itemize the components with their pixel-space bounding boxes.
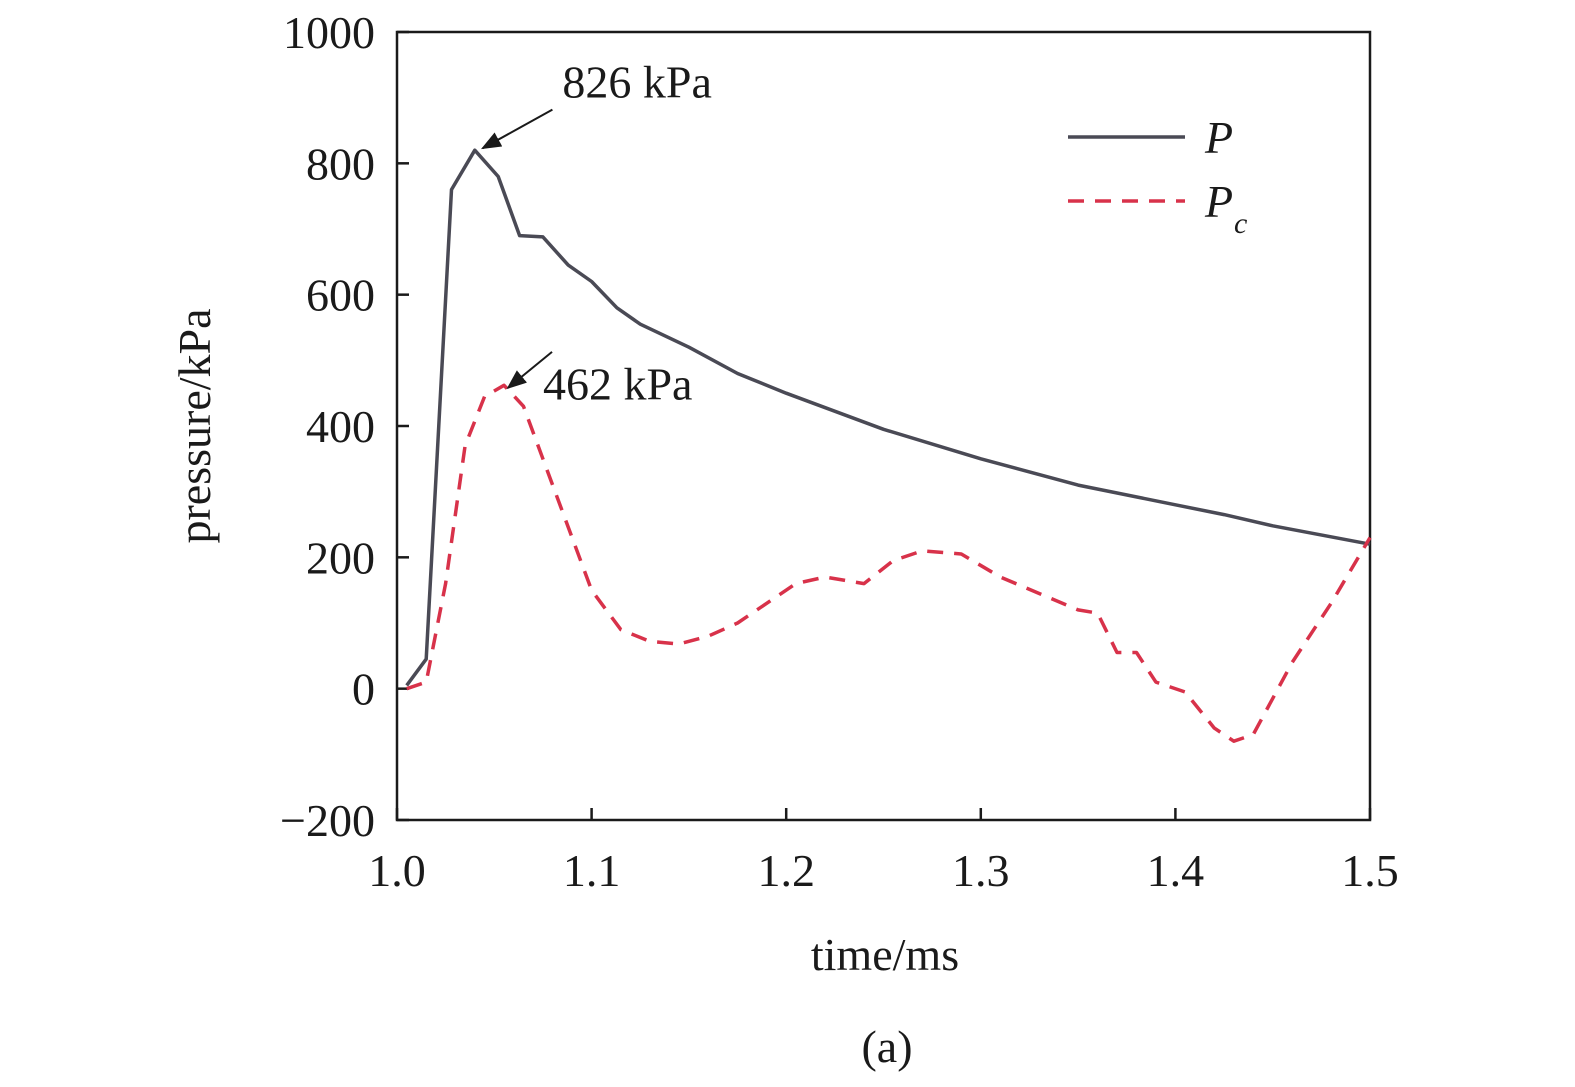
y-axis: −200 0 200 400 600 800 1000 [280,7,409,846]
y-tick-label: 200 [306,532,375,583]
y-axis-title: pressure/kPa [169,308,220,543]
legend-label-pc: P [1204,176,1233,227]
annotation-arrow [480,108,553,150]
x-tick-label: 1.3 [952,845,1010,896]
x-axis-title: time/ms [811,929,959,980]
y-tick-label: 800 [306,138,375,189]
x-tick-label: 1.4 [1147,845,1205,896]
x-tick-label: 1.2 [757,845,815,896]
legend: PP c [1068,112,1247,240]
annotations: 826 kPa 462 kPa [480,57,712,410]
x-tick-label: 1.0 [368,845,426,896]
y-tick-label: 0 [352,664,375,715]
x-tick-label: 1.5 [1341,845,1399,896]
series-line-p [405,148,1371,687]
annotation-arrow [506,351,553,390]
legend-subscript: c [1234,207,1247,240]
series-layer [405,148,1372,743]
y-tick-label: 600 [306,270,375,321]
annotation-label: 826 kPa [562,57,712,108]
x-axis: 1.0 1.1 1.2 1.3 1.4 1.5 [368,808,1399,896]
y-tick-label: 1000 [283,7,375,58]
annotation-label: 462 kPa [543,359,693,410]
y-tick-label: 400 [306,401,375,452]
x-tick-label: 1.1 [563,845,621,896]
y-tick-label: −200 [280,795,375,846]
figure-caption: (a) [861,1021,912,1072]
legend-label-p: P [1204,112,1233,163]
series-line-pc [406,383,1372,743]
